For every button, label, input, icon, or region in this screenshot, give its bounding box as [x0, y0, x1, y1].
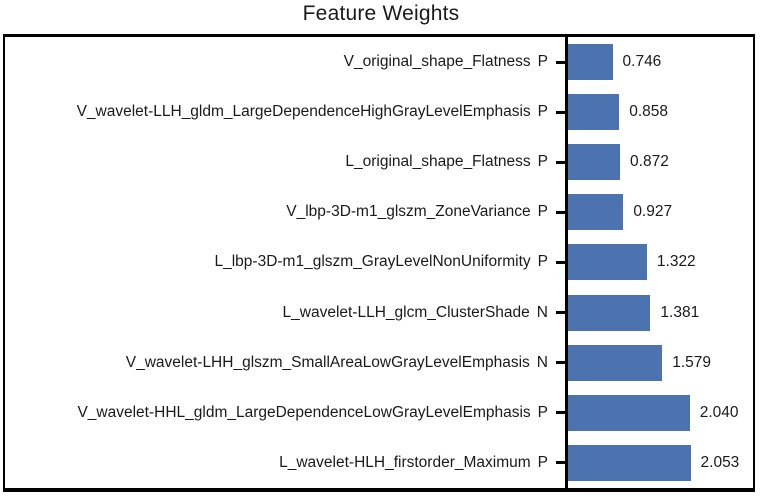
sign-label: P — [537, 403, 548, 421]
value-label: 2.053 — [700, 453, 740, 471]
bar — [568, 144, 621, 181]
category-label-zone: L_original_shape_Flatness P — [5, 137, 565, 187]
plot-area: V_original_shape_Flatness P 0.746 V_wavelet… — [3, 34, 755, 492]
category-label-zone: V_wavelet-LHH_glszm_SmallAreaLowGrayLeve… — [5, 338, 565, 388]
sign-label: P — [537, 453, 548, 471]
bar-zone: 1.579 — [565, 337, 753, 388]
value-label: 1.381 — [660, 303, 700, 321]
category-label: L_lbp-3D-m1_glszm_GrayLevelNonUniformity — [214, 253, 531, 271]
axis-tick — [556, 411, 565, 415]
bar-row: V_wavelet-LLH_gldm_LargeDependenceHighGr… — [5, 87, 753, 138]
sign-label: P — [537, 153, 548, 171]
bar-zone: 0.746 — [565, 37, 753, 88]
category-label: L_original_shape_Flatness — [345, 153, 531, 171]
value-label: 0.858 — [629, 103, 668, 121]
sign-label: P — [537, 203, 548, 221]
category-label-zone: V_original_shape_Flatness P — [5, 37, 565, 87]
value-label: 0.746 — [622, 53, 662, 71]
bar — [568, 194, 624, 231]
category-label-zone: V_wavelet-LLH_gldm_LargeDependenceHighGr… — [5, 87, 565, 137]
axis-tick — [556, 110, 565, 114]
bar-row: L_original_shape_Flatness P 0.872 — [5, 137, 753, 188]
bar-row: V_lbp-3D-m1_glszm_ZoneVariance P 0.927 — [5, 187, 753, 238]
bar — [568, 44, 613, 81]
sign-label: N — [536, 303, 548, 321]
bar-zone: 2.040 — [565, 387, 753, 438]
bar-row: V_original_shape_Flatness P 0.746 — [5, 37, 753, 88]
bar-row: L_wavelet-HLH_firstorder_Maximum P 2.053 — [5, 437, 753, 488]
category-label: L_wavelet-LLH_glcm_ClusterShade — [282, 303, 530, 321]
chart-title: Feature Weights — [302, 2, 460, 25]
value-label: 0.872 — [630, 153, 669, 171]
axis-tick — [556, 361, 565, 365]
sign-label: P — [537, 103, 548, 121]
axis-tick — [556, 311, 565, 315]
sign-label: P — [537, 253, 548, 271]
category-label-zone: L_wavelet-HLH_firstorder_Maximum P — [5, 438, 565, 488]
axis-tick — [556, 160, 565, 164]
value-label: 0.927 — [633, 203, 673, 221]
sign-label: P — [537, 53, 548, 71]
axis-tick — [556, 210, 565, 214]
bar — [568, 244, 647, 281]
bar — [568, 444, 691, 481]
bar-zone: 1.381 — [565, 287, 753, 338]
value-label: 1.579 — [672, 353, 712, 371]
axis-tick — [556, 260, 565, 264]
bar-row: V_wavelet-HHL_gldm_LargeDependenceLowGra… — [5, 387, 753, 438]
sign-label: N — [536, 353, 548, 371]
category-label: V_wavelet-LLH_gldm_LargeDependenceHighGr… — [76, 103, 531, 121]
bar — [568, 394, 690, 431]
category-label-zone: L_wavelet-LLH_glcm_ClusterShade N — [5, 288, 565, 338]
bar-zone: 1.322 — [565, 237, 753, 288]
bar-row: V_wavelet-LHH_glszm_SmallAreaLowGrayLeve… — [5, 337, 753, 388]
bar-zone: 0.927 — [565, 187, 753, 238]
bar — [568, 94, 620, 131]
bar — [568, 294, 651, 331]
category-label: V_wavelet-LHH_glszm_SmallAreaLowGrayLeve… — [125, 353, 530, 371]
bar — [568, 344, 663, 381]
bar-zone: 0.858 — [565, 87, 753, 138]
category-label-zone: V_lbp-3D-m1_glszm_ZoneVariance P — [5, 187, 565, 237]
category-label: V_wavelet-HHL_gldm_LargeDependenceLowGra… — [77, 403, 531, 421]
value-label: 2.040 — [699, 403, 739, 421]
category-label: V_lbp-3D-m1_glszm_ZoneVariance — [286, 203, 531, 221]
bar-zone: 2.053 — [565, 437, 753, 488]
bar-row: L_lbp-3D-m1_glszm_GrayLevelNonUniformity… — [5, 237, 753, 288]
category-label: V_original_shape_Flatness — [343, 53, 531, 71]
category-label-zone: V_wavelet-HHL_gldm_LargeDependenceLowGra… — [5, 388, 565, 438]
category-label: L_wavelet-HLH_firstorder_Maximum — [279, 453, 531, 471]
category-label-zone: L_lbp-3D-m1_glszm_GrayLevelNonUniformity… — [5, 237, 565, 287]
bar-zone: 0.872 — [565, 137, 753, 188]
value-label: 1.322 — [656, 253, 696, 271]
bar-row: L_wavelet-LLH_glcm_ClusterShade N 1.381 — [5, 287, 753, 338]
axis-tick — [556, 461, 565, 465]
axis-tick — [556, 60, 565, 64]
